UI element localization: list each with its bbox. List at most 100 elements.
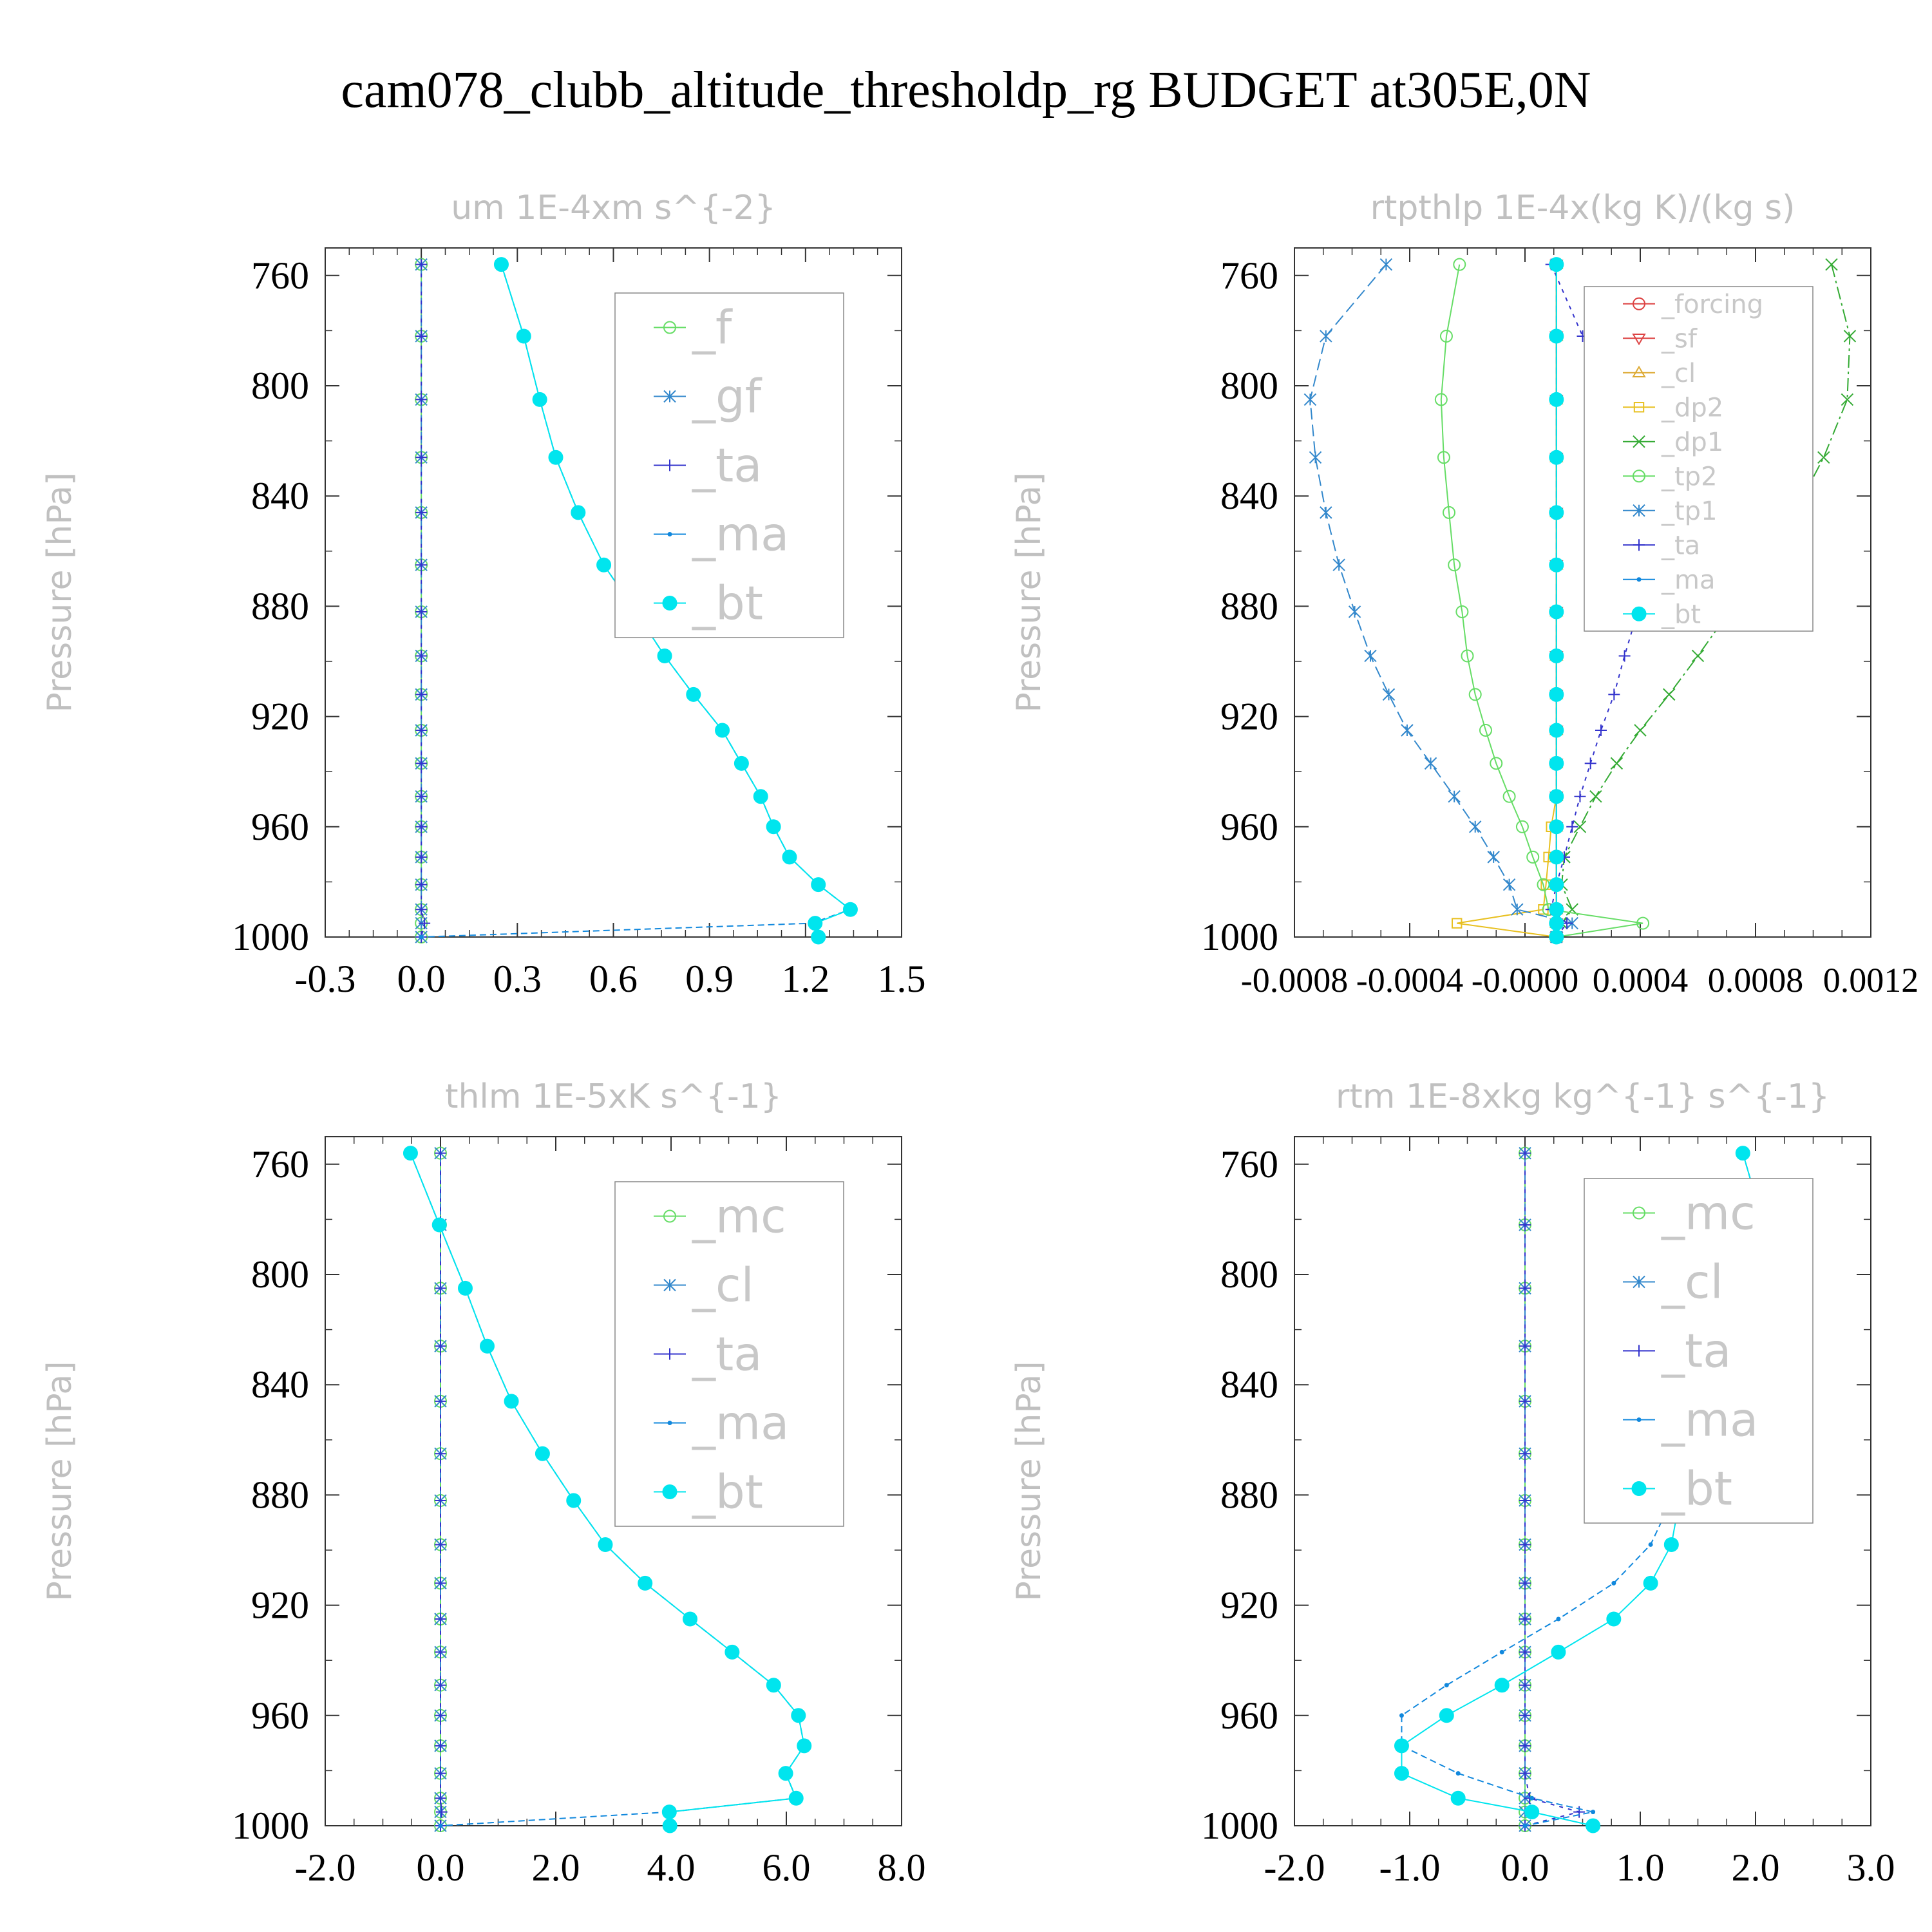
legend-box <box>614 1181 844 1527</box>
data-point <box>438 1823 443 1828</box>
series-tp1 <box>1303 258 1578 943</box>
data-point <box>1589 790 1602 803</box>
legend-box <box>614 292 844 638</box>
legend-marker <box>1633 1275 1645 1289</box>
data-point <box>778 1766 793 1781</box>
data-point <box>431 1217 447 1233</box>
legend-marker <box>1633 402 1645 413</box>
data-point <box>1586 1818 1601 1833</box>
x-tick-label: -2.0 <box>295 1846 356 1889</box>
data-point <box>1448 558 1461 572</box>
data-point <box>419 934 424 940</box>
data-point <box>435 1739 446 1752</box>
legend-label: _ma <box>1661 565 1715 595</box>
data-point <box>1379 258 1393 271</box>
legend-marker <box>1633 435 1645 448</box>
data-point <box>662 1818 677 1833</box>
data-point <box>504 1394 519 1409</box>
data-point <box>1437 451 1450 464</box>
x-tick-label: 1.0 <box>1616 1846 1665 1889</box>
chart-panel-3: thlm 1E-5xK s^{-1} -2.0 0.0 2.0 4.0 6.0 8.0 760… <box>41 1077 926 1889</box>
y-tick-label: 880 <box>251 585 309 627</box>
legend-marker <box>1633 1206 1645 1220</box>
chart-panel-1: um 1E-4xm s^{-2} -0.3 0.0 0.3 0.6 0.9 1.2 1.5 76… <box>41 189 926 1000</box>
data-point <box>1309 451 1322 464</box>
y-tick-label: 920 <box>1220 696 1278 738</box>
series-line <box>421 264 426 938</box>
y-tick-label: 880 <box>1220 585 1278 627</box>
legend-marker <box>1631 606 1647 621</box>
x-tick-label: 8.0 <box>878 1846 926 1889</box>
data-point <box>435 1282 446 1294</box>
data-point <box>1549 257 1564 272</box>
x-tick-label: 0.0 <box>1501 1846 1549 1889</box>
data-point <box>415 330 428 342</box>
x-tick-label: 1.5 <box>878 958 926 1000</box>
data-point <box>1566 820 1578 833</box>
data-point <box>1479 724 1492 737</box>
legend-label: _mc <box>692 1189 786 1244</box>
legend-label: _ma <box>1661 1393 1758 1447</box>
data-point <box>435 1539 446 1551</box>
data-point <box>596 557 612 573</box>
data-point <box>686 687 701 702</box>
y-tick-label: 800 <box>251 1253 309 1296</box>
data-point <box>1487 851 1500 864</box>
data-point <box>1735 1146 1750 1161</box>
data-point <box>1439 329 1453 343</box>
y-tick-label: 1000 <box>1201 916 1278 958</box>
series-line <box>1457 264 1557 938</box>
legend-box <box>1584 1178 1814 1524</box>
legend-box <box>1584 286 1814 632</box>
y-tick-label: 800 <box>1220 365 1278 407</box>
data-point <box>1634 724 1647 737</box>
data-point <box>811 877 826 893</box>
data-point <box>435 1340 446 1352</box>
data-point <box>435 1709 446 1721</box>
legend-marker <box>1636 1417 1642 1422</box>
data-point <box>1524 1804 1540 1820</box>
data-point <box>1608 688 1620 701</box>
legend-label: _gf <box>692 370 762 424</box>
x-tick-label: 1.2 <box>781 958 829 1000</box>
data-point <box>1502 878 1516 891</box>
legend-marker <box>663 1209 676 1223</box>
data-point <box>657 648 672 663</box>
y-axis-label: Pressure [hPa] <box>1010 473 1048 713</box>
data-point <box>1519 1709 1531 1721</box>
data-point <box>435 1806 448 1818</box>
data-point <box>493 257 509 272</box>
y-tick-label: 760 <box>1220 254 1278 297</box>
data-point <box>415 878 428 891</box>
data-point <box>571 505 586 520</box>
panel-title: rtm 1E-8xkg kg^{-1} s^{-1} <box>1336 1077 1830 1116</box>
x-tick-label: -0.3 <box>295 958 356 1000</box>
data-point <box>1549 849 1564 865</box>
data-point <box>1348 605 1361 618</box>
data-point <box>1519 1282 1531 1294</box>
legend-label: _ta <box>692 439 762 493</box>
data-point <box>715 723 730 738</box>
data-point <box>724 1644 740 1660</box>
data-point <box>1519 1395 1531 1407</box>
data-point <box>1394 1738 1409 1754</box>
data-point <box>1320 330 1332 343</box>
data-point <box>683 1611 698 1627</box>
data-point <box>1450 1790 1466 1806</box>
data-point <box>1551 1644 1566 1660</box>
data-point <box>548 450 564 465</box>
x-tick-label: -0.0004 <box>1356 961 1463 999</box>
data-point <box>1519 1494 1531 1506</box>
data-point <box>1519 1646 1531 1658</box>
data-point <box>1394 1766 1409 1781</box>
legend-label: _ma <box>692 507 789 562</box>
data-point <box>1584 757 1596 770</box>
x-tick-label: 0.0 <box>417 1846 465 1889</box>
legend: _forcing _sf _cl _dp2 _dp1 _tp2 _tp1 _ta _ma _bt <box>1584 286 1814 632</box>
data-point <box>1444 1683 1449 1688</box>
data-point <box>1648 1542 1653 1547</box>
data-point <box>1549 328 1564 344</box>
data-point <box>808 916 823 931</box>
legend-label: _bt <box>1661 1462 1732 1516</box>
series-line <box>1309 264 1574 938</box>
